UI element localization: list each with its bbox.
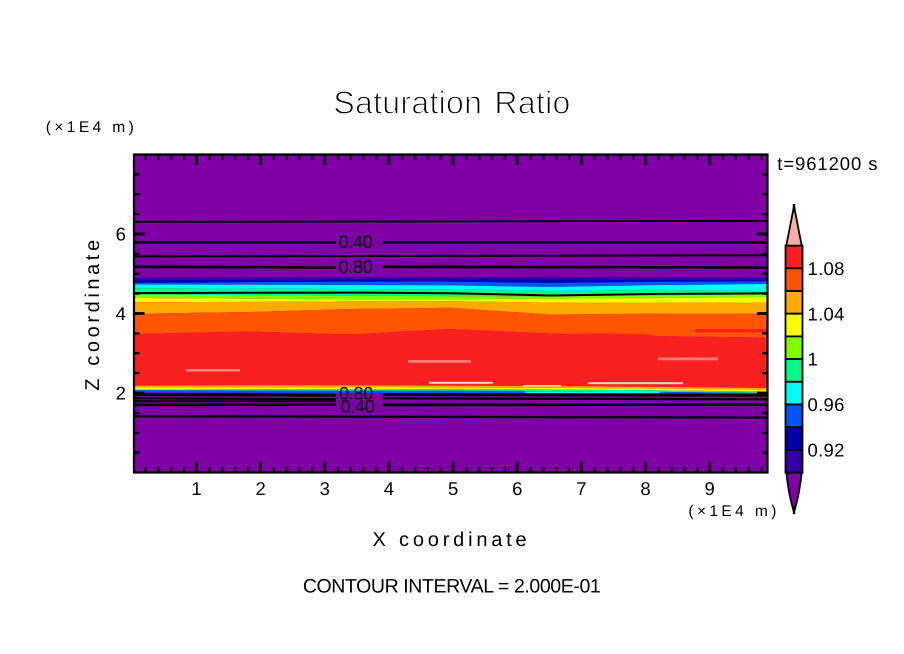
svg-text:0.80: 0.80 [339,257,373,277]
svg-text:6: 6 [512,478,522,499]
svg-text:4: 4 [384,478,394,499]
svg-text:7: 7 [576,478,586,499]
svg-text:0.40: 0.40 [339,232,373,252]
svg-text:0.92: 0.92 [808,440,845,461]
svg-text:1.08: 1.08 [808,258,845,279]
svg-text:6: 6 [116,224,126,245]
svg-text:9: 9 [705,478,715,499]
svg-text:t=961200 s: t=961200 s [777,153,878,174]
svg-text:5: 5 [448,478,458,499]
svg-text:(×1E4 m): (×1E4 m) [46,119,137,136]
svg-text:CONTOUR INTERVAL = 2.000E-01: CONTOUR INTERVAL = 2.000E-01 [303,576,601,598]
svg-text:4: 4 [116,303,126,324]
svg-text:2: 2 [256,478,266,499]
svg-text:Z coordinate: Z coordinate [82,236,104,390]
svg-text:(×1E4 m): (×1E4 m) [688,503,779,520]
svg-text:0.40: 0.40 [341,396,375,416]
svg-text:1.04: 1.04 [808,303,845,324]
svg-text:0.96: 0.96 [808,394,845,415]
svg-text:Saturation Ratio: Saturation Ratio [333,85,570,121]
svg-text:8: 8 [640,478,650,499]
svg-text:2: 2 [116,383,126,404]
svg-text:1: 1 [191,478,201,499]
svg-text:1: 1 [808,349,819,370]
svg-text:0.80: 0.80 [339,384,373,404]
svg-text:X coordinate: X coordinate [373,529,531,551]
svg-text:3: 3 [320,478,330,499]
